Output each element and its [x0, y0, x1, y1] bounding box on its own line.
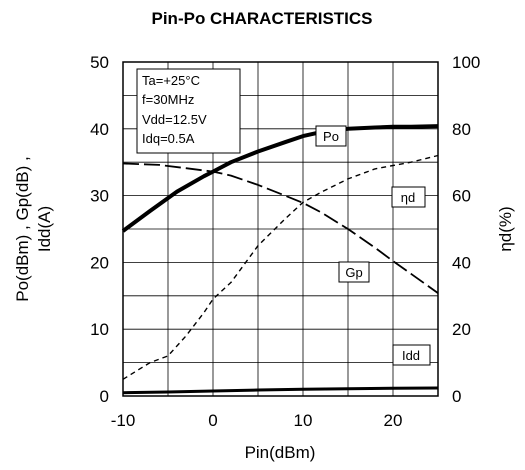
series-line-gp	[122, 162, 439, 294]
y-tick-label: 40	[90, 120, 109, 139]
y-tick-label: 30	[90, 187, 109, 206]
tag-po: Po	[323, 129, 339, 144]
tag-idd-box	[392, 344, 431, 366]
series-group	[121, 124, 439, 395]
x-ticks: -10 0 10 20	[111, 411, 403, 430]
y-tick-label: 10	[90, 320, 109, 339]
tag-idd: Idd	[402, 348, 420, 363]
y2-axis-label-group: ηd(%)	[496, 206, 515, 251]
condition-freq: f=30MHz	[142, 92, 194, 107]
condition-vdd: Vdd=12.5V	[142, 112, 207, 127]
tag-gp-box	[338, 261, 370, 283]
condition-idq: Idq=0.5A	[142, 131, 195, 146]
tag-po-box	[315, 125, 347, 147]
tag-etad: ηd	[401, 190, 415, 205]
y2-tick-label: 40	[452, 253, 471, 272]
x-tick-label: 0	[208, 411, 217, 430]
x-tick-label: -10	[111, 411, 136, 430]
condition-temp: Ta=+25°C	[142, 73, 200, 88]
series-line-po	[121, 124, 439, 233]
plot-frame	[122, 61, 439, 397]
chart-title: Pin-Po CHARACTERISTICS	[152, 9, 373, 28]
tag-gp: Gp	[345, 265, 362, 280]
x-tick-label: 20	[384, 411, 403, 430]
series-line-idd	[122, 386, 439, 395]
y2-tick-label: 80	[452, 120, 471, 139]
y-tick-label: 50	[90, 53, 109, 72]
series-line-d	[122, 154, 439, 380]
y-axis-label-group2: Idd(A)	[35, 206, 54, 252]
y-axis-label-group: Po(dBm) , Gp(dB) ,	[13, 156, 32, 301]
y-tick-label: 0	[100, 387, 109, 406]
conditions-box	[136, 68, 241, 154]
y2-tick-label: 0	[452, 387, 461, 406]
y2-tick-label: 20	[452, 320, 471, 339]
x-tick-label: 10	[294, 411, 313, 430]
x-axis-label: Pin(dBm)	[245, 443, 316, 462]
y2-ticks: 0 20 40 60 80 100	[452, 53, 480, 406]
y-ticks: 0 10 20 30 40 50	[90, 53, 109, 406]
tag-etad-box	[391, 186, 426, 208]
y-axis-label-line2: Idd(A)	[35, 206, 54, 252]
y2-axis-label: ηd(%)	[496, 206, 515, 251]
y-axis-label-line1: Po(dBm) , Gp(dB) ,	[13, 156, 32, 301]
y-tick-label: 20	[90, 253, 109, 272]
y2-tick-label: 100	[452, 53, 480, 72]
y2-tick-label: 60	[452, 187, 471, 206]
